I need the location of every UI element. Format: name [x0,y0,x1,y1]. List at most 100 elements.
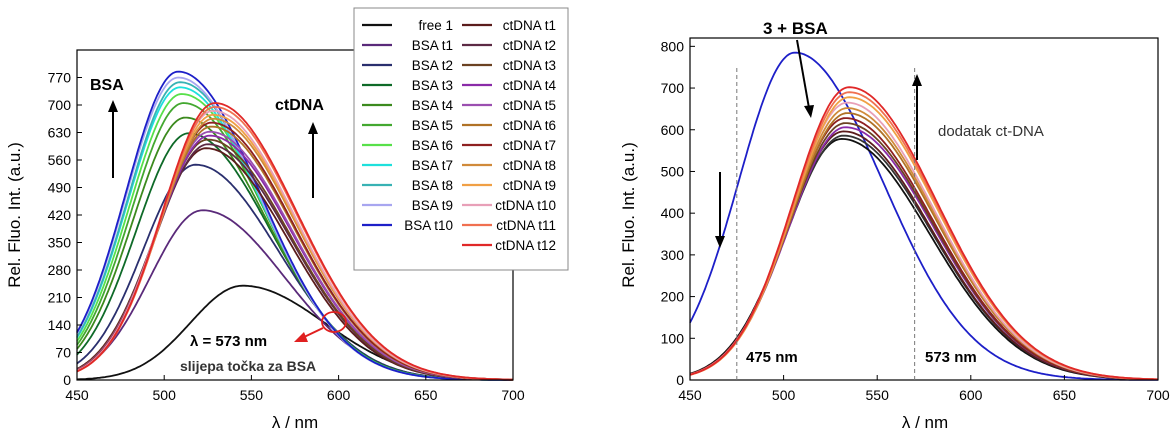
line2-label: 573 nm [925,349,977,366]
left-y-axis-label: Rel. Fluo. Int. (a.u.) [5,142,24,288]
complex-annotation: 3 + BSA [763,19,828,38]
bsa-arrow-head [108,100,118,112]
isosbestic-arrow-head [294,332,308,342]
series-line [689,86,1159,381]
x-tick-label: 450 [678,387,702,403]
right-y-ticks: 0 100 200 300 400 500 600 700 800 [661,38,695,388]
legend-label: ctDNA t5 [503,98,556,113]
y-tick-label: 400 [661,205,685,221]
legend-label: BSA t4 [412,98,454,113]
bsa-annotation: BSA [90,77,124,94]
series-line [689,122,1158,381]
x-tick-label: 650 [414,387,438,403]
y-tick-label: 700 [661,80,685,96]
y-tick-label: 140 [48,317,72,333]
y-tick-label: 700 [48,97,72,113]
complex-arrow [796,39,810,109]
legend-label: BSA t8 [412,178,453,193]
y-tick-label: 70 [55,345,71,361]
series-line [689,91,1159,381]
series-line [689,126,1158,381]
right-curves [689,51,1159,381]
series-line [76,70,513,381]
left-curves [76,70,514,381]
series-line [689,96,1158,381]
series-line [689,130,1159,381]
series-line [689,117,1158,381]
line1-label: 475 nm [746,349,798,366]
chart-right: 450 500 550 600 650 700 0 100 200 300 400 500 600 70… [619,19,1170,432]
series-line [76,102,513,381]
increase-arrow-head [912,74,922,86]
right-vertical-lines [736,68,916,380]
y-tick-label: 800 [661,38,685,54]
ctdna-arrow-head [308,122,318,134]
legend-label: BSA t7 [412,158,453,173]
x-tick-label: 550 [240,387,264,403]
isosbestic-annotation: slijepa točka za BSA [180,358,316,374]
right-x-axis-label: λ / nm [902,413,948,432]
legend-label: ctDNA t4 [503,78,557,93]
legend-label: ctDNA t9 [503,178,556,193]
y-tick-label: 280 [48,262,72,278]
legend-label: BSA t5 [412,118,453,133]
y-tick-label: 600 [661,122,685,138]
y-tick-label: 500 [661,163,685,179]
legend-label: BSA t6 [412,138,453,153]
legend-box [353,7,569,271]
legend-label: ctDNA t1 [503,18,556,33]
series-line [689,112,1159,381]
legend-label: BSA t9 [412,198,453,213]
x-tick-label: 450 [65,387,89,403]
x-tick-label: 500 [153,387,177,403]
y-tick-label: 770 [48,70,72,86]
legend-label: BSA t2 [412,58,453,73]
x-tick-label: 700 [501,387,525,403]
x-tick-label: 550 [866,387,890,403]
y-tick-label: 200 [661,289,685,305]
legend-label: ctDNA t2 [503,38,556,53]
isosbestic-circle [321,311,347,333]
legend-label: ctDNA t8 [503,158,556,173]
x-tick-label: 600 [327,387,351,403]
legend-label: BSA t1 [412,38,453,53]
x-tick-label: 650 [1053,387,1077,403]
legend-label: ctDNA t11 [496,218,556,233]
legend-label: ctDNA t12 [495,238,556,253]
legend-label: BSA t10 [404,218,453,233]
legend-label: ctDNA t6 [503,118,556,133]
legend-label: BSA t3 [412,78,453,93]
series-line [689,134,1158,381]
series-line [689,107,1159,381]
y-tick-label: 210 [48,290,72,306]
left-legend: free 1 BSA t1 BSA t2 BSA t3 BSA t4 BSA t5 BSA … [353,7,569,271]
legend-label: free 1 [418,18,453,33]
legend-label: ctDNA t3 [503,58,556,73]
decrease-arrow-head [715,236,725,248]
y-tick-label: 420 [48,207,72,223]
left-x-axis-label: λ / nm [272,413,318,432]
complex-arrow-head [804,105,814,118]
x-tick-label: 500 [772,387,796,403]
lambda-annotation: λ = 573 nm [190,333,267,350]
y-tick-label: 560 [48,152,72,168]
legend-label: ctDNA t10 [495,198,556,213]
left-x-ticks: 450 500 550 600 650 700 [65,375,525,403]
y-tick-label: 0 [676,372,684,388]
right-y-axis-label: Rel. Fluo. Int. (a.u.) [619,142,638,288]
ctdna-annotation: ctDNA [275,97,324,114]
right-x-ticks: 450 500 550 600 650 700 [678,375,1170,403]
x-tick-label: 700 [1146,387,1170,403]
y-tick-label: 0 [63,372,71,388]
y-tick-label: 350 [48,235,72,251]
series-line [689,101,1159,381]
legend-label: ctDNA t7 [503,138,556,153]
x-tick-label: 600 [959,387,983,403]
series-line [689,51,1158,381]
y-tick-label: 490 [48,180,72,196]
chart-left: 450 500 550 600 650 700 0 70 140 210 280 350 420 490… [5,7,569,432]
y-tick-label: 630 [48,125,72,141]
y-tick-label: 100 [661,330,685,346]
y-tick-label: 300 [661,247,685,263]
